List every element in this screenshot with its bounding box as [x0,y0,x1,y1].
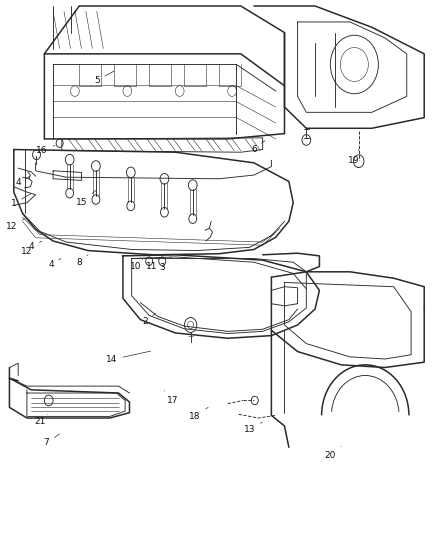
Text: 17: 17 [164,391,179,405]
Text: 2: 2 [142,313,155,326]
Text: 8: 8 [76,255,88,266]
Text: 4: 4 [28,241,42,251]
Text: 11: 11 [145,259,158,271]
Text: 13: 13 [244,422,262,434]
Text: 15: 15 [76,190,97,207]
Text: 20: 20 [325,446,341,460]
Text: 1: 1 [11,193,31,208]
Text: 18: 18 [189,407,208,421]
Text: 19: 19 [348,150,359,165]
Text: 10: 10 [130,259,143,271]
Text: 12: 12 [21,245,38,256]
Text: 21: 21 [34,414,48,426]
Text: 12: 12 [6,219,25,231]
Text: 7: 7 [44,434,60,448]
Text: 16: 16 [36,146,55,155]
Text: 3: 3 [159,257,171,272]
Text: 14: 14 [106,351,151,364]
Text: 5: 5 [94,71,114,85]
Text: 6: 6 [251,141,265,154]
Text: 4: 4 [15,176,30,187]
Text: 4: 4 [48,259,61,269]
